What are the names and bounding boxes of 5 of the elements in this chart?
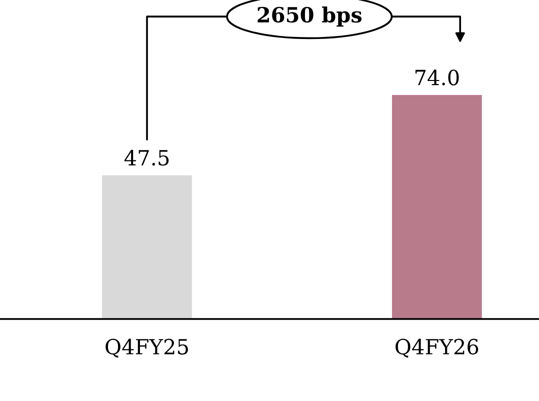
data-label: 47.5	[124, 150, 169, 166]
x-tick-label: Q4FY25	[106, 338, 188, 358]
text: 2650 bps	[258, 6, 362, 27]
x-tick-label: Q4FY26	[396, 338, 478, 358]
data-label: 74.0	[416, 70, 459, 86]
